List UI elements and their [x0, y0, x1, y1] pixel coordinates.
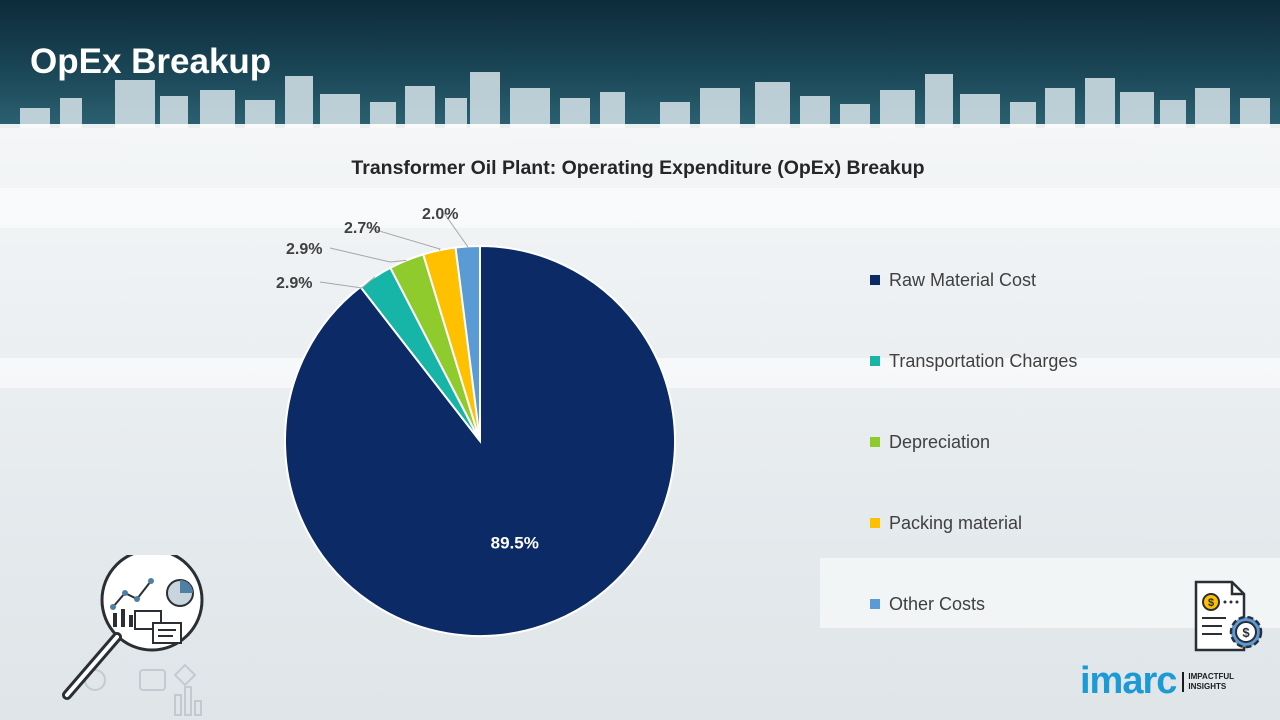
imarc-logo-word: imarc: [1080, 660, 1177, 702]
city-skyline-graphic: [0, 72, 1280, 128]
header-banner: OpEx Breakup: [0, 0, 1280, 128]
imarc-logo-tagline: IMPACTFUL INSIGHTS: [1182, 671, 1234, 692]
legend-swatch: [870, 599, 880, 609]
legend-item: Depreciation: [870, 430, 990, 454]
background-streak: [0, 188, 1280, 228]
legend-item: Other Costs: [870, 592, 985, 616]
legend-swatch: [870, 437, 880, 447]
legend-item: Raw Material Cost: [870, 268, 1036, 292]
svg-text:$: $: [1208, 597, 1214, 609]
data-label: 2.0%: [422, 206, 458, 223]
legend-label: Raw Material Cost: [889, 269, 1037, 290]
chart-title: Transformer Oil Plant: Operating Expendi…: [351, 157, 925, 179]
leader-line: [319, 276, 376, 289]
legend-label: Transportation Charges: [889, 350, 1078, 371]
invoice-dollar-gear-icon: $ $: [1194, 580, 1263, 652]
legend-label: Packing material: [889, 512, 1023, 533]
svg-text:$: $: [1242, 625, 1250, 640]
page-title: OpEx Breakup: [30, 42, 272, 81]
data-label: 89.5%: [491, 533, 539, 552]
legend-swatch: [870, 356, 880, 366]
legend-swatch: [870, 275, 880, 285]
data-label: 2.9%: [276, 275, 312, 292]
legend-item: Packing material: [870, 511, 1022, 535]
magnifier-analytics-icon: [62, 555, 204, 716]
leader-line: [329, 247, 407, 263]
leader-line: [443, 212, 469, 248]
legend-item: Transportation Charges: [870, 349, 1077, 373]
legend-label: Other Costs: [889, 593, 986, 614]
legend-label: Depreciation: [889, 431, 991, 452]
imarc-logo: imarc IMPACTFUL INSIGHTS: [1080, 660, 1234, 703]
legend-swatch: [870, 518, 880, 528]
data-label: 2.7%: [344, 220, 380, 237]
data-label: 2.9%: [286, 241, 322, 258]
leader-line: [365, 226, 441, 251]
